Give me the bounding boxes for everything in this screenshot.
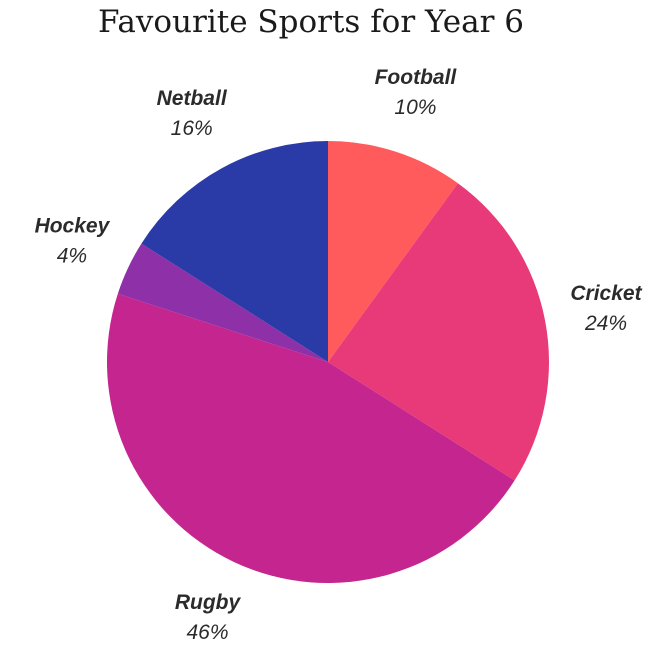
pie-slice-rugby (106, 293, 515, 584)
slice-label-football: Football (375, 66, 458, 89)
pie-slices (106, 141, 550, 584)
slice-percent-hockey: 4% (57, 245, 87, 268)
slice-percent-cricket: 24% (584, 312, 627, 335)
slice-label-rugby: Rugby (175, 591, 242, 614)
slice-percent-netball: 16% (171, 117, 213, 140)
pie-slice-hockey (117, 243, 328, 362)
pie-slice-netball (141, 141, 328, 362)
slice-label-cricket: Cricket (570, 282, 642, 305)
pie-labels: Football 10% Cricket 24% Rugby 46% Hockey 4% Net… (35, 66, 643, 644)
slice-label-netball: Netball (157, 87, 228, 110)
pie-slice-football (328, 141, 458, 362)
slice-percent-football: 10% (394, 96, 436, 119)
slice-label-hockey: Hockey (35, 215, 111, 238)
chart-title: Favourite Sports for Year 6 (98, 4, 524, 40)
slice-percent-rugby: 46% (186, 621, 228, 644)
pie-slice-cricket (328, 183, 550, 481)
